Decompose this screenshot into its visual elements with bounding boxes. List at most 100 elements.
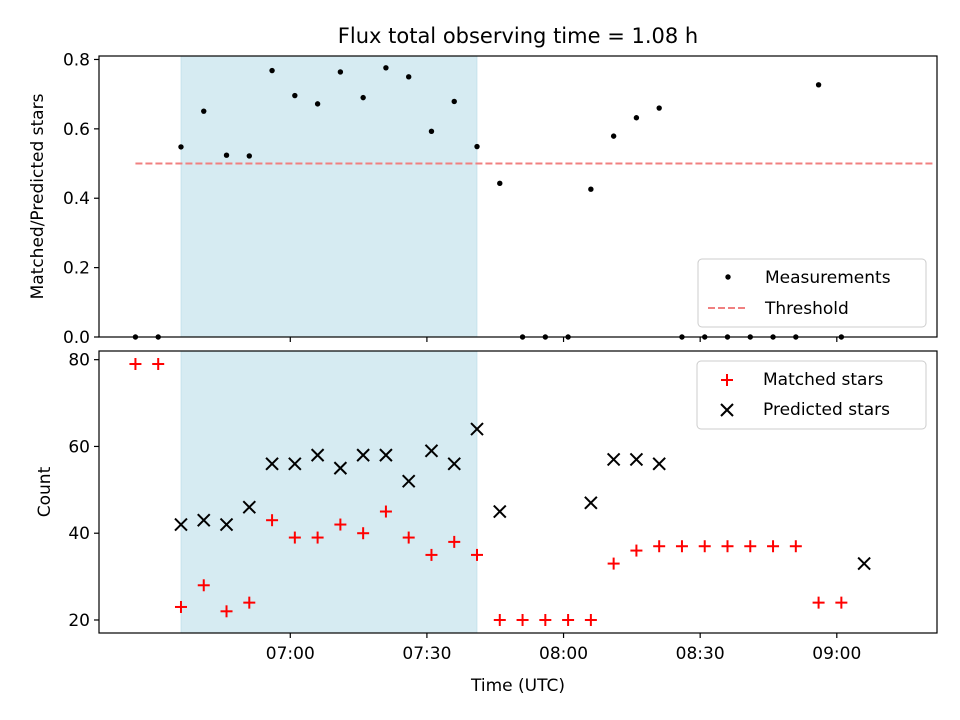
predicted-point: [242, 500, 257, 514]
legend-label-matched: Matched stars: [763, 370, 883, 390]
predicted-point: [606, 452, 621, 467]
legend-marker-measurements: [725, 274, 731, 280]
predicted-point: [219, 517, 234, 532]
y-axis-label-top: Matched/Predicted stars: [28, 93, 48, 299]
matched-point: [516, 613, 529, 626]
matched-point: [835, 596, 848, 609]
matched-point: [379, 505, 392, 518]
matched-point: [539, 613, 552, 626]
legend-box-top: [697, 258, 927, 328]
measurement-point: [223, 152, 230, 158]
predicted-point: [652, 457, 666, 471]
matched-point: [493, 613, 506, 626]
marks-top: [132, 65, 933, 340]
predicted-point: [197, 513, 211, 527]
matched-point: [721, 540, 734, 553]
legend-box-bottom: [696, 360, 927, 430]
matched-point: [197, 579, 210, 592]
y-tick-label: 0.2: [63, 259, 90, 279]
measurement-point: [201, 108, 207, 114]
matched-point: [220, 605, 233, 618]
measurement-point: [178, 144, 184, 150]
x-ticks-top: [289, 337, 838, 342]
matched-point: [744, 540, 757, 553]
matched-point: [584, 613, 597, 626]
measurement-point: [269, 67, 275, 74]
matched-point: [767, 540, 780, 553]
matched-point: [243, 596, 256, 609]
matched-point: [653, 540, 666, 553]
matched-point: [357, 527, 370, 540]
chart-title: Flux total observing time = 1.08 h: [338, 24, 698, 48]
measurement-point: [656, 105, 662, 111]
marks-bottom: [129, 358, 871, 626]
predicted-point: [379, 448, 393, 462]
predicted-point: [584, 496, 598, 510]
x-tick-label: 08:00: [539, 644, 588, 664]
y-axis-label-bottom: Count: [35, 466, 55, 517]
legend-label-measurements: Measurements: [765, 268, 891, 288]
predicted-point: [174, 517, 188, 532]
measurement-point: [383, 65, 389, 71]
y-ticks-top: 0.0 0.2 0.4 0.6 0.8: [63, 50, 99, 348]
y-tick-label: 0.8: [63, 50, 90, 70]
matched-point: [562, 613, 575, 626]
matched-point: [266, 514, 279, 527]
matched-point: [630, 544, 643, 557]
y-ticks-bottom: 20 40 60 80: [68, 351, 99, 631]
legend-top: Measurements Threshold: [697, 258, 927, 328]
matched-point: [425, 548, 438, 561]
matched-point: [812, 596, 825, 609]
predicted-point: [629, 452, 644, 467]
panel-count: 20 40 60 80 07:00 07:30 08:00 08:30 09:00 Count…: [35, 350, 938, 664]
measurement-point: [451, 98, 457, 105]
panel-ratio: 0.00.20.40.60.8 Matched/Predicted stars …: [28, 50, 938, 348]
predicted-point: [470, 422, 484, 436]
measurement-point: [360, 94, 366, 101]
measurement-point: [292, 92, 298, 99]
measurement-point: [497, 180, 503, 187]
legend-label-predicted: Predicted stars: [763, 400, 890, 420]
matched-point: [402, 531, 415, 544]
matched-point: [607, 557, 620, 570]
y-tick-label: 80: [68, 351, 90, 371]
legend-label-threshold: Threshold: [764, 299, 849, 319]
axes-frame-bottom: [98, 350, 938, 634]
y-tick-label: 20: [68, 611, 90, 631]
predicted-point: [333, 461, 348, 475]
measurement-point: [405, 74, 412, 80]
matched-point: [698, 540, 711, 553]
y-tick-label: 0.6: [63, 120, 90, 140]
predicted-point: [857, 556, 871, 571]
matched-point: [129, 358, 142, 371]
y-tick-label: 0.0: [63, 328, 90, 348]
predicted-point: [424, 444, 439, 458]
x-tick-label: 08:30: [676, 644, 725, 664]
measurement-point: [633, 115, 640, 121]
legend-marker-predicted: [720, 403, 734, 417]
measurement-point: [428, 128, 435, 134]
axes-frame-top: [98, 55, 938, 338]
measurement-point: [588, 186, 594, 192]
predicted-point: [401, 474, 416, 488]
predicted-point: [493, 504, 507, 519]
matched-point: [448, 535, 461, 548]
measurement-point: [314, 101, 321, 107]
x-tick-label: 09:00: [812, 644, 861, 664]
matched-point: [471, 548, 484, 561]
x-axis-label: Time (UTC): [470, 676, 565, 696]
matched-point: [288, 531, 301, 544]
matched-point: [789, 540, 802, 553]
predicted-point: [310, 448, 325, 462]
predicted-point: [265, 457, 279, 471]
matched-point: [174, 600, 187, 613]
legend-bottom: Matched stars Predicted stars: [696, 360, 927, 430]
x-tick-label: 07:30: [402, 644, 451, 664]
predicted-point: [447, 457, 461, 471]
x-tick-label: 07:00: [266, 644, 315, 664]
y-tick-label: 40: [68, 524, 90, 544]
y-tick-label: 60: [68, 437, 90, 457]
measurement-point: [246, 153, 252, 159]
predicted-point: [356, 448, 370, 462]
